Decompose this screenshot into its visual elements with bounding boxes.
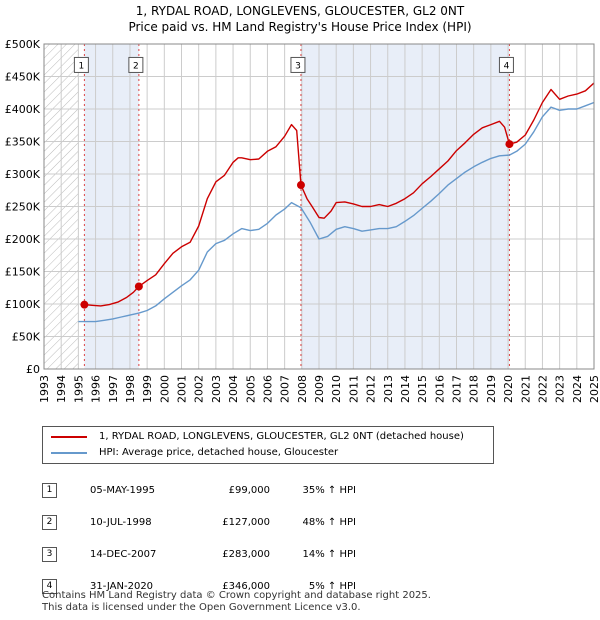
legend-label-property: 1, RYDAL ROAD, LONGLEVENS, GLOUCESTER, G…	[99, 431, 464, 442]
sales-table: 1 05-MAY-1995 £99,000 35% ↑ HPI 2 10-JUL…	[42, 474, 356, 602]
sale-price: £283,000	[222, 548, 270, 560]
x-tick-label: 2009	[313, 375, 326, 403]
legend-swatch-blue	[51, 452, 87, 454]
y-tick-label: £0	[26, 363, 40, 376]
sale-date: 10-JUL-1998	[90, 516, 152, 528]
chart-subtitle: Price paid vs. HM Land Registry's House …	[128, 20, 472, 34]
sale-number-box	[290, 56, 306, 73]
sale-point	[80, 300, 89, 309]
x-tick-label: 1997	[107, 375, 120, 403]
sale-number: 3	[42, 546, 57, 562]
x-tick-label: 1998	[124, 375, 137, 403]
sale-number-label: 3	[295, 61, 301, 71]
x-tick-label: 2023	[554, 375, 567, 403]
sale-number: 1	[42, 482, 57, 498]
sale-date: 14-DEC-2007	[90, 548, 157, 560]
y-tick-label: £400K	[5, 103, 41, 116]
price-chart: 1 2 3 4 £0 £50K £100K £150K £200K £250K £300K £350…	[5, 38, 600, 403]
sale-hpi: 48% ↑ HPI	[302, 516, 356, 528]
legend-label-hpi: HPI: Average price, detached house, Glou…	[99, 447, 339, 458]
y-tick-label: £500K	[5, 38, 41, 51]
sale-point	[296, 181, 305, 190]
x-tick-label: 2018	[468, 375, 481, 403]
x-tick-label: 1995	[72, 375, 85, 403]
x-tick-label: 2020	[502, 375, 515, 403]
y-tick-label: £200K	[5, 233, 41, 246]
x-tick-label: 2013	[382, 375, 395, 403]
y-tick-label: £450K	[5, 71, 41, 84]
sale-number-box	[128, 56, 144, 73]
x-tick-label: 2022	[536, 375, 549, 403]
y-tick-label: £250K	[5, 201, 41, 214]
legend: 1, RYDAL ROAD, LONGLEVENS, GLOUCESTER, G…	[42, 426, 494, 464]
hpi-line	[78, 101, 595, 323]
y-tick-label: £300K	[5, 168, 41, 181]
x-tick-label: 2016	[433, 375, 446, 403]
x-tick-label: 2007	[279, 375, 292, 403]
x-tick-label: 2005	[244, 375, 257, 403]
sale-point	[134, 282, 143, 291]
x-tick-label: 2017	[451, 375, 464, 403]
sale-hpi: 35% ↑ HPI	[302, 484, 356, 496]
footer-copyright: Contains HM Land Registry data © Crown c…	[42, 590, 431, 601]
sale-price: £127,000	[222, 516, 270, 528]
x-tick-label: 2003	[210, 375, 223, 403]
x-tick-label: 2014	[399, 375, 412, 403]
x-tick-label: 1994	[55, 375, 68, 403]
x-tick-label: 2019	[485, 375, 498, 403]
sale-number-label: 1	[79, 61, 85, 71]
y-tick-label: £350K	[5, 136, 41, 149]
x-tick-label: 2024	[571, 375, 584, 403]
sale-number-label: 4	[504, 61, 510, 71]
sale-hpi: 14% ↑ HPI	[302, 548, 356, 560]
x-tick-label: 2000	[158, 375, 171, 403]
table-row: 4 31-JAN-2020 £346,000 5% ↑ HPI	[42, 570, 356, 602]
chart-title: 1, RYDAL ROAD, LONGLEVENS, GLOUCESTER, G…	[135, 4, 465, 18]
x-tick-label: 2011	[347, 375, 360, 403]
x-tick-label: 2008	[296, 375, 309, 403]
x-tick-label: 2010	[330, 375, 343, 403]
x-tick-label: 2002	[193, 375, 206, 403]
sale-number-box	[498, 56, 514, 73]
y-tick-label: £50K	[12, 331, 41, 344]
x-tick-label: 2004	[227, 375, 240, 403]
x-tick-label: 2006	[261, 375, 274, 403]
table-row: 1 05-MAY-1995 £99,000 35% ↑ HPI	[42, 474, 356, 506]
sale-date: 05-MAY-1995	[90, 484, 156, 496]
x-tick-label: 1993	[38, 375, 51, 403]
x-tick-label: 2021	[519, 375, 532, 403]
sale-hpi: 5% ↑ HPI	[308, 580, 356, 592]
sale-number: 2	[42, 514, 57, 530]
footer-licence: This data is licensed under the Open Gov…	[42, 602, 361, 613]
sale-price: £99,000	[228, 484, 270, 496]
sale-date: 31-JAN-2020	[90, 580, 154, 592]
sale-number: 4	[42, 578, 57, 594]
x-tick-label: 2012	[365, 375, 378, 403]
x-tick-label: 2025	[588, 375, 600, 403]
table-row: 3 14-DEC-2007 £283,000 14% ↑ HPI	[42, 538, 356, 570]
y-tick-label: £100K	[5, 298, 41, 311]
sale-point	[505, 140, 514, 149]
y-tick-label: £150K	[5, 266, 41, 279]
legend-swatch-red	[51, 436, 87, 438]
x-tick-label: 1996	[90, 375, 103, 403]
sale-number-box	[73, 56, 89, 73]
property-price-line	[84, 82, 595, 307]
x-tick-label: 2015	[416, 375, 429, 403]
x-tick-label: 2001	[176, 375, 189, 403]
x-tick-label: 1999	[141, 375, 154, 403]
table-row: 2 10-JUL-1998 £127,000 48% ↑ HPI	[42, 506, 356, 538]
footer: Contains HM Land Registry data © Crown c…	[42, 590, 431, 614]
sale-number-label: 2	[133, 61, 139, 71]
sale-price: £346,000	[222, 580, 270, 592]
plot-frame	[43, 43, 595, 370]
